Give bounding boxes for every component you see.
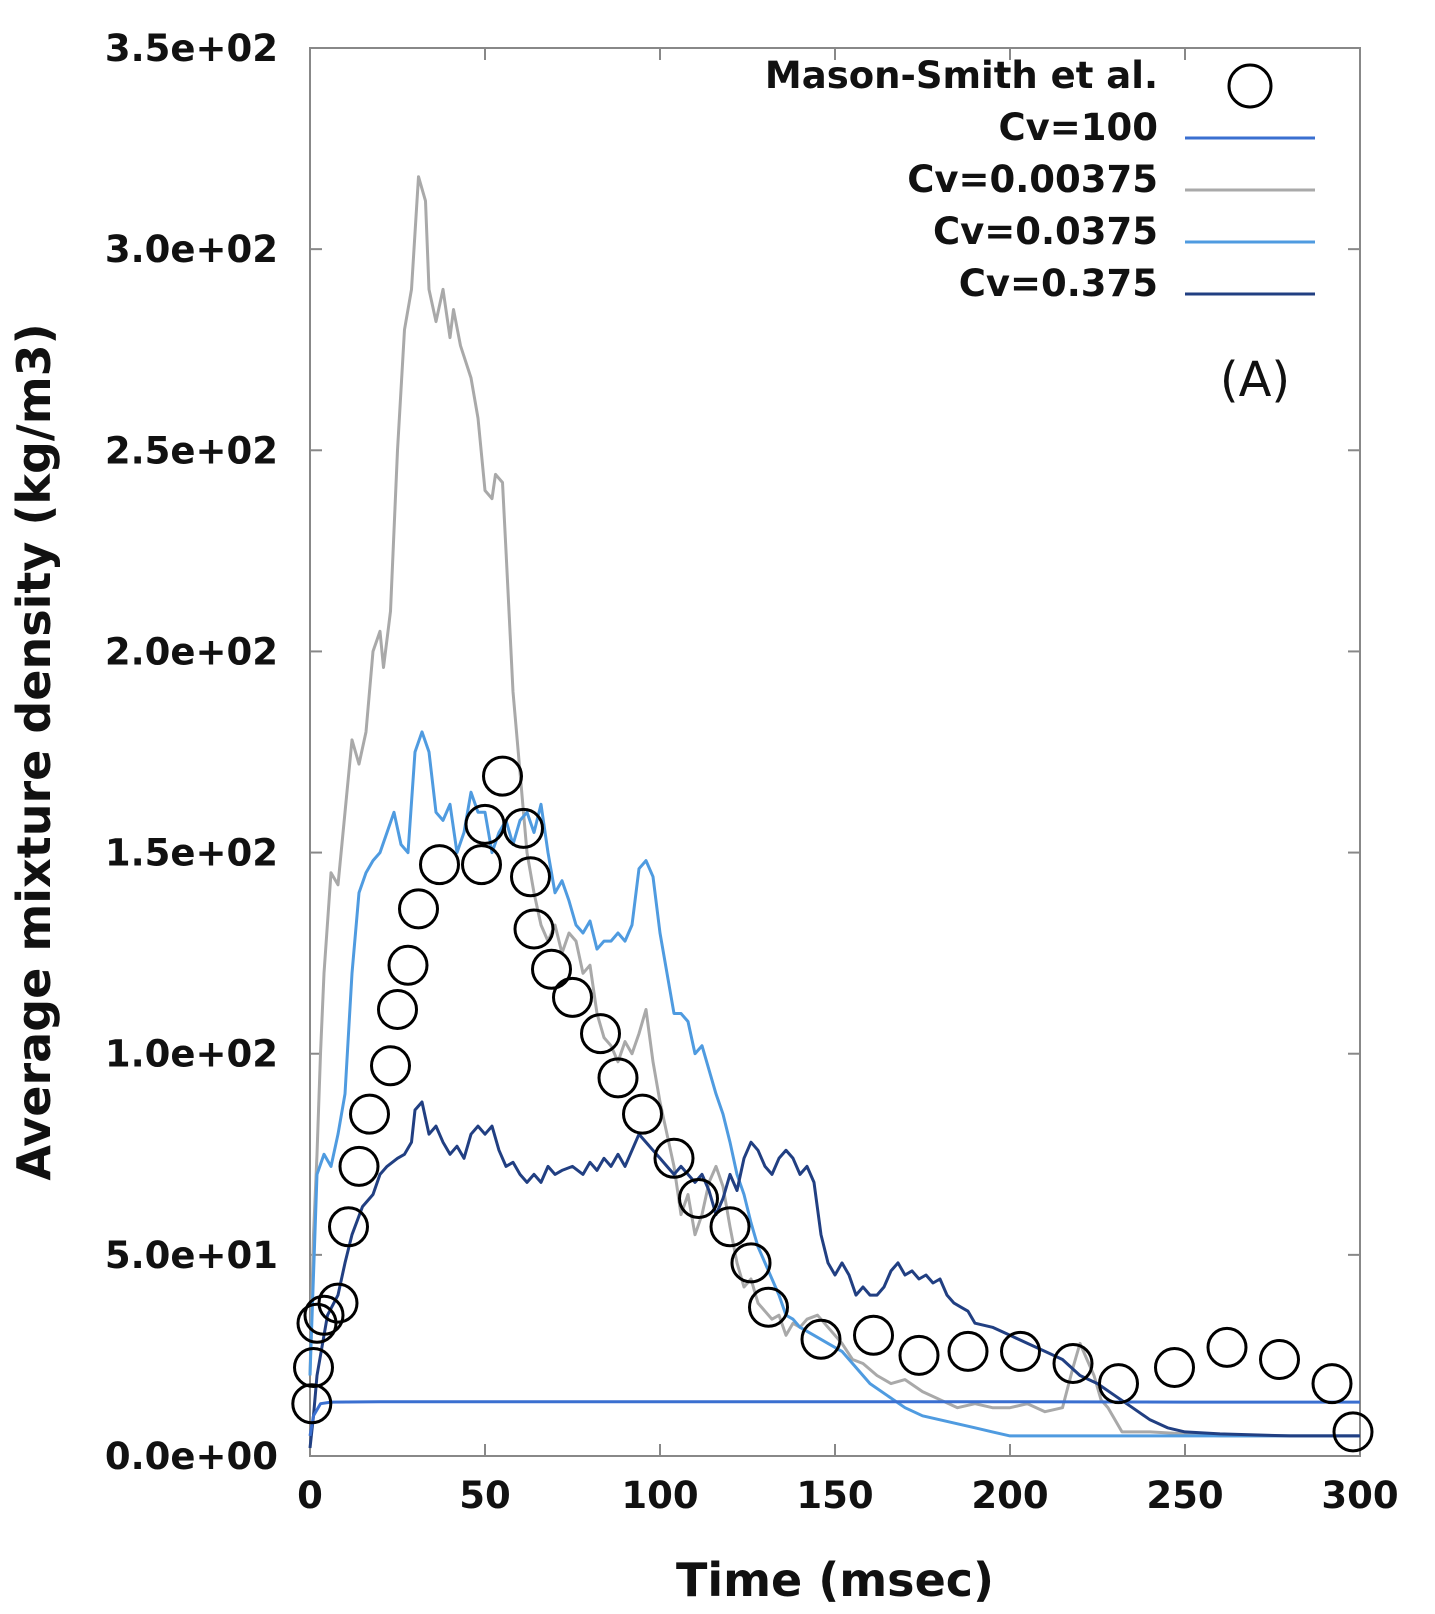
data-point-marker [317, 1282, 359, 1324]
data-point-marker [580, 1013, 621, 1055]
data-point-marker [678, 1178, 719, 1219]
data-point-marker [338, 1145, 380, 1187]
data-point-marker [653, 1137, 695, 1179]
data-point-marker [1332, 1411, 1374, 1453]
y-tick-label: 5.0e+01 [105, 1234, 278, 1277]
y-tick-label: 0.0e+00 [105, 1435, 278, 1478]
series-line-cv-0-0375 [308, 730, 1360, 1438]
data-point-marker [293, 1347, 334, 1388]
data-point-marker [387, 944, 429, 986]
data-point-marker [1000, 1330, 1041, 1372]
data-point-marker [1259, 1339, 1300, 1380]
data-point-marker [291, 1383, 333, 1425]
data-point-marker [531, 948, 572, 990]
data-point-marker [1154, 1347, 1195, 1388]
data-point-marker [1098, 1363, 1139, 1405]
legend-label: Mason-Smith et al. [765, 54, 1158, 97]
data-point-marker [398, 888, 439, 930]
x-tick-label: 300 [1321, 1474, 1398, 1517]
x-tick-label: 0 [297, 1474, 323, 1517]
data-point-marker [503, 807, 544, 849]
x-tick-label: 250 [1146, 1474, 1223, 1517]
data-point-marker [853, 1314, 894, 1356]
y-tick-label: 3.0e+02 [105, 228, 278, 271]
data-point-marker [328, 1206, 369, 1248]
legend: Mason-Smith et al. Cv=100 Cv=0.00375 Cv=0.0… [765, 54, 1315, 305]
data-point-marker [597, 1057, 639, 1099]
legend-label: Cv=100 [998, 106, 1158, 149]
data-point-marker [461, 844, 502, 886]
legend-marker-symbol [1227, 63, 1273, 109]
data-point-marker [730, 1242, 772, 1284]
data-point-marker [377, 989, 418, 1030]
data-point-marker [1206, 1326, 1248, 1368]
panel-label: (A) [1220, 352, 1290, 408]
data-point-marker [947, 1330, 989, 1372]
legend-label: Cv=0.0375 [933, 210, 1158, 253]
x-tick-label: 50 [459, 1474, 511, 1517]
data-point-marker [1311, 1363, 1353, 1405]
y-tick-label: 1.0e+02 [105, 1033, 278, 1076]
data-point-marker [748, 1286, 789, 1328]
legend-label: Cv=0.00375 [907, 158, 1158, 201]
data-point-marker [349, 1093, 390, 1135]
data-point-marker [898, 1334, 940, 1376]
x-axis-ticks: 0 50 100 150 200 250 300 [297, 48, 1399, 1517]
x-axis-title: Time (msec) [676, 1553, 994, 1607]
data-point-marker [622, 1093, 663, 1135]
series-line-cv-0-00375 [308, 175, 1360, 1438]
data-point-marker [419, 844, 460, 886]
y-axis-ticks: 0.0e+00 5.0e+01 1.0e+02 1.5e+02 2.0e+02 2.5e+… [105, 27, 1360, 1478]
data-point-marker [510, 856, 551, 898]
series-line-cv-0-375 [308, 1100, 1360, 1449]
y-tick-label: 2.5e+02 [105, 429, 278, 472]
y-tick-label: 2.0e+02 [105, 630, 278, 673]
y-axis-title: Average mixture density (kg/m3) [7, 323, 61, 1180]
data-point-marker [303, 1294, 345, 1336]
series-line-cv-100 [308, 1400, 1360, 1437]
data-point-marker [482, 755, 523, 797]
data-point-marker [800, 1318, 842, 1360]
data-point-marker [370, 1045, 411, 1087]
data-point-marker [513, 908, 555, 950]
series-lines [308, 175, 1360, 1449]
data-point-marker [1052, 1343, 1094, 1384]
data-point-marker [296, 1302, 338, 1344]
x-tick-label: 100 [621, 1474, 698, 1517]
x-tick-label: 150 [796, 1474, 873, 1517]
legend-label: Cv=0.375 [959, 262, 1158, 305]
plot-area-frame [309, 47, 1361, 1457]
data-point-marker [709, 1206, 751, 1248]
data-point-marker [552, 976, 593, 1018]
series-markers [291, 755, 1374, 1453]
y-tick-label: 3.5e+02 [105, 27, 278, 70]
x-tick-label: 200 [971, 1474, 1048, 1517]
y-tick-label: 1.5e+02 [105, 832, 278, 875]
